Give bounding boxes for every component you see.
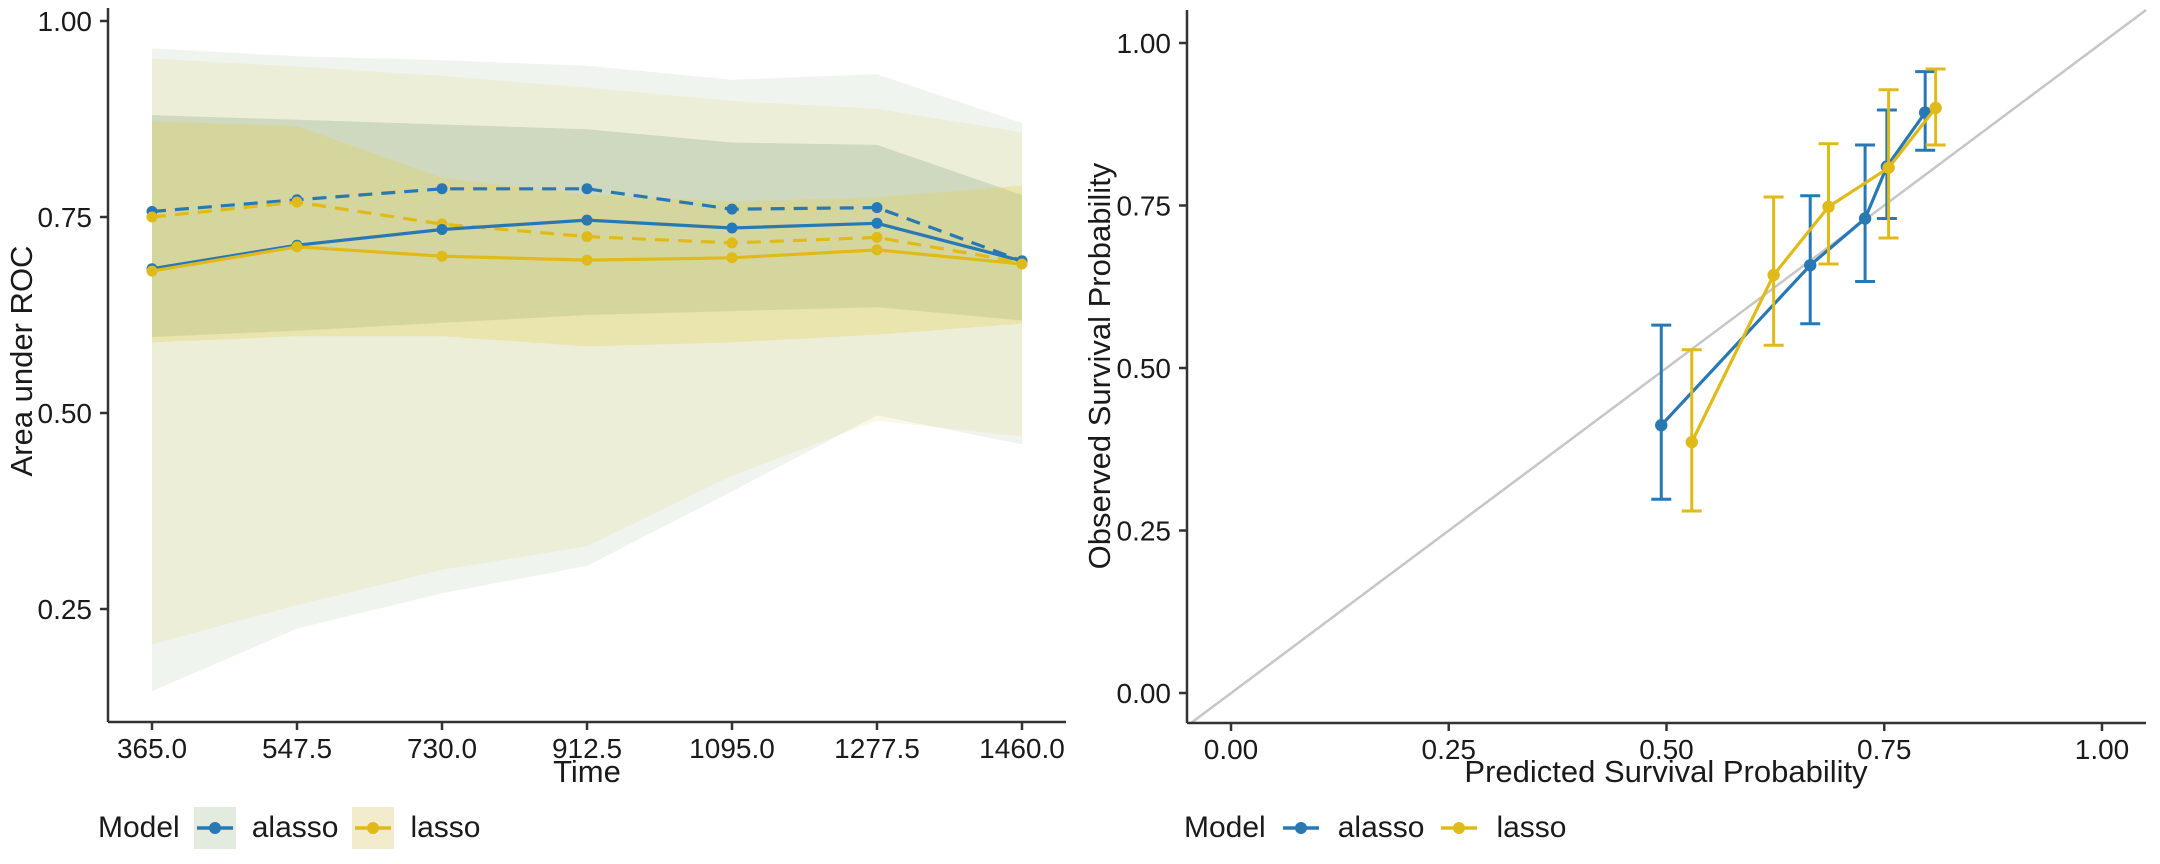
left-legend-key-lasso-icon [352, 807, 395, 849]
left-x-tick-label: 912.5 [552, 733, 622, 764]
right-y-tick-label: 0.75 [1117, 191, 1172, 222]
point-lasso [146, 211, 158, 223]
point-lasso [291, 241, 303, 253]
ribbon-alasso [152, 115, 1022, 337]
point-lasso [726, 252, 738, 264]
point-alasso [726, 222, 738, 234]
left-x-tick-label: 365.0 [117, 733, 187, 764]
right-x-tick-label: 0.25 [1422, 734, 1477, 765]
calibration-line-lasso [1690, 107, 1937, 443]
point-alasso [871, 202, 883, 214]
left-y-tick-label: 0.75 [38, 202, 93, 233]
left-legend-label-alasso: alasso [251, 811, 339, 844]
left-y-tick-label: 0.25 [38, 594, 93, 625]
right-y-tick-label: 0.25 [1117, 516, 1172, 547]
left-legend-title: Model [98, 811, 180, 844]
calibration-point-lasso [1685, 435, 1698, 449]
left-x-tick-label: 730.0 [407, 733, 477, 764]
point-lasso [581, 231, 593, 243]
calibration-point-lasso [1929, 101, 1942, 115]
identity-diagonal-line [1190, 8, 2147, 725]
legend-key-point [208, 822, 221, 834]
right-x-tick-label: 0.00 [1204, 734, 1259, 765]
point-lasso [291, 196, 303, 208]
point-lasso [146, 265, 158, 277]
right-y-tick-label: 1.00 [1117, 28, 1172, 59]
left-legend-label-lasso: lasso [410, 811, 481, 844]
point-alasso [436, 224, 448, 236]
left-legend: Model alasso lasso [98, 806, 480, 850]
left-legend-key-alasso-icon [193, 807, 236, 849]
point-alasso [581, 214, 593, 226]
left-chart-auc-plot: 1.00 0.75 0.50 0.25 365.0 547.5 730.0 912.5 1095… [38, 6, 1066, 764]
calibration-point-lasso [1822, 200, 1835, 213]
ribbon-lasso [152, 58, 1022, 645]
calibration-point-lasso [1882, 161, 1895, 174]
point-alasso [871, 217, 883, 229]
calibration-point-lasso [1767, 268, 1780, 282]
right-chart-calibration-plot: 0.00 0.25 0.50 0.75 1.00 0.00 0.25 0.50 0.75 1.00 [1117, 8, 2147, 765]
left-x-tick-label: 547.5 [262, 733, 332, 764]
right-legend-key-lasso-icon [1441, 822, 1478, 834]
legend-key-point [367, 822, 380, 834]
point-alasso [581, 183, 593, 195]
right-legend-title: Model [1184, 811, 1266, 844]
right-y-tick-label: 0.00 [1117, 678, 1172, 709]
calibration-point-alasso [1655, 419, 1668, 432]
point-alasso [726, 203, 738, 215]
right-legend: Model alasso lasso [1184, 806, 1566, 850]
right-y-axis-title: Observed Survival Probability [1082, 162, 1117, 569]
right-x-tick-label: 0.75 [1857, 734, 1912, 765]
calibration-point-alasso [1858, 212, 1872, 225]
right-x-tick-label: 1.00 [2075, 734, 2130, 765]
left-y-axis-title: Area under ROC [4, 246, 39, 477]
point-lasso [1016, 258, 1028, 270]
right-x-axis-title: Predicted Survival Probability [1464, 754, 1868, 789]
right-legend-label-lasso: lasso [1496, 811, 1567, 844]
right-y-tick-label: 0.50 [1117, 353, 1172, 384]
left-y-tick-label: 1.00 [38, 6, 93, 37]
left-x-tick-label: 1460.0 [979, 733, 1065, 764]
point-lasso [436, 250, 448, 262]
calibration-point-alasso [1804, 259, 1817, 272]
point-lasso [726, 237, 738, 249]
point-lasso [871, 244, 883, 256]
right-legend-key-alasso-icon [1282, 822, 1319, 834]
right-legend-label-alasso: alasso [1337, 811, 1425, 844]
point-alasso [436, 183, 448, 195]
legend-key-point [1453, 822, 1466, 834]
right-x-tick-label: 0.50 [1639, 734, 1694, 765]
left-x-tick-label: 1095.0 [689, 733, 775, 764]
point-lasso [871, 231, 883, 243]
dual-plot-canvas: 1.00 0.75 0.50 0.25 365.0 547.5 730.0 912.5 1095… [4, 6, 2147, 789]
left-x-axis-title: Time [553, 754, 621, 789]
left-y-tick-label: 0.50 [38, 398, 93, 429]
point-lasso [581, 254, 593, 266]
legend-key-point [1294, 822, 1307, 834]
left-x-tick-label: 1277.5 [834, 733, 920, 764]
